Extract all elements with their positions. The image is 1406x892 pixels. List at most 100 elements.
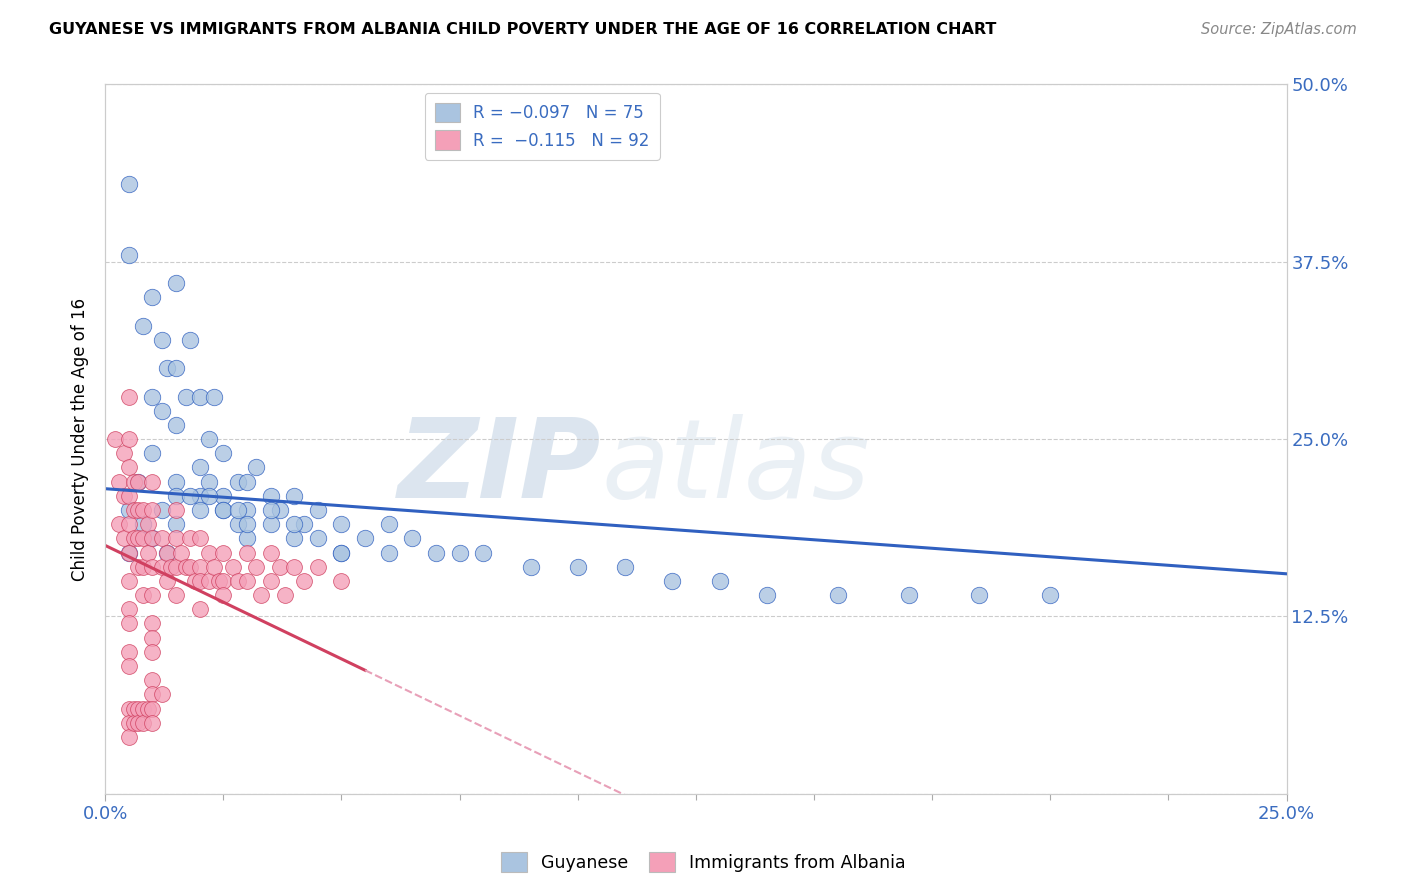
Point — [122, 475, 145, 489]
Point — [236, 574, 259, 588]
Point — [425, 545, 447, 559]
Point — [132, 588, 155, 602]
Point — [141, 503, 163, 517]
Point — [897, 588, 920, 602]
Text: ZIP: ZIP — [398, 414, 602, 521]
Point — [127, 503, 149, 517]
Point — [122, 503, 145, 517]
Text: Source: ZipAtlas.com: Source: ZipAtlas.com — [1201, 22, 1357, 37]
Point — [165, 489, 187, 503]
Point — [198, 432, 221, 446]
Point — [274, 588, 297, 602]
Point — [118, 503, 141, 517]
Point — [259, 517, 281, 532]
Point — [519, 559, 541, 574]
Point — [188, 460, 211, 475]
Point — [165, 517, 187, 532]
Point — [127, 475, 149, 489]
Point — [112, 446, 135, 460]
Point — [156, 545, 179, 559]
Point — [112, 532, 135, 546]
Point — [150, 532, 173, 546]
Point — [141, 631, 163, 645]
Point — [141, 559, 163, 574]
Point — [212, 503, 235, 517]
Point — [141, 532, 163, 546]
Point — [330, 574, 353, 588]
Point — [330, 517, 353, 532]
Point — [269, 503, 291, 517]
Point — [472, 545, 495, 559]
Y-axis label: Child Poverty Under the Age of 16: Child Poverty Under the Age of 16 — [72, 298, 89, 581]
Point — [165, 417, 187, 432]
Point — [226, 475, 249, 489]
Point — [165, 276, 187, 290]
Point — [150, 403, 173, 417]
Point — [179, 532, 201, 546]
Point — [118, 177, 141, 191]
Point — [174, 390, 197, 404]
Point — [118, 489, 141, 503]
Point — [198, 574, 221, 588]
Point — [222, 559, 245, 574]
Point — [188, 390, 211, 404]
Point — [118, 574, 141, 588]
Point — [283, 559, 305, 574]
Point — [118, 247, 141, 261]
Point — [132, 715, 155, 730]
Point — [269, 559, 291, 574]
Point — [127, 715, 149, 730]
Point — [179, 559, 201, 574]
Point — [141, 673, 163, 688]
Point — [136, 701, 159, 715]
Point — [827, 588, 849, 602]
Point — [202, 390, 225, 404]
Point — [132, 701, 155, 715]
Point — [150, 333, 173, 347]
Point — [118, 645, 141, 659]
Point — [188, 602, 211, 616]
Point — [132, 559, 155, 574]
Point — [118, 390, 141, 404]
Point — [141, 446, 163, 460]
Point — [132, 532, 155, 546]
Point — [212, 545, 235, 559]
Point — [614, 559, 637, 574]
Point — [108, 475, 131, 489]
Point — [141, 290, 163, 304]
Point — [259, 489, 281, 503]
Point — [307, 503, 329, 517]
Point — [170, 545, 193, 559]
Point — [1039, 588, 1062, 602]
Point — [118, 730, 141, 744]
Point — [122, 715, 145, 730]
Point — [141, 532, 163, 546]
Point — [226, 503, 249, 517]
Point — [236, 532, 259, 546]
Point — [202, 559, 225, 574]
Point — [212, 574, 235, 588]
Point — [245, 460, 267, 475]
Point — [160, 559, 183, 574]
Point — [283, 517, 305, 532]
Point — [709, 574, 731, 588]
Point — [377, 545, 399, 559]
Point — [156, 361, 179, 376]
Point — [174, 559, 197, 574]
Point — [236, 503, 259, 517]
Point — [141, 616, 163, 631]
Point — [165, 532, 187, 546]
Point — [259, 545, 281, 559]
Point — [354, 532, 377, 546]
Point — [165, 588, 187, 602]
Point — [141, 390, 163, 404]
Point — [141, 687, 163, 701]
Point — [156, 574, 179, 588]
Point — [236, 517, 259, 532]
Point — [283, 489, 305, 503]
Point — [661, 574, 683, 588]
Point — [307, 532, 329, 546]
Point — [141, 715, 163, 730]
Point — [156, 545, 179, 559]
Point — [122, 532, 145, 546]
